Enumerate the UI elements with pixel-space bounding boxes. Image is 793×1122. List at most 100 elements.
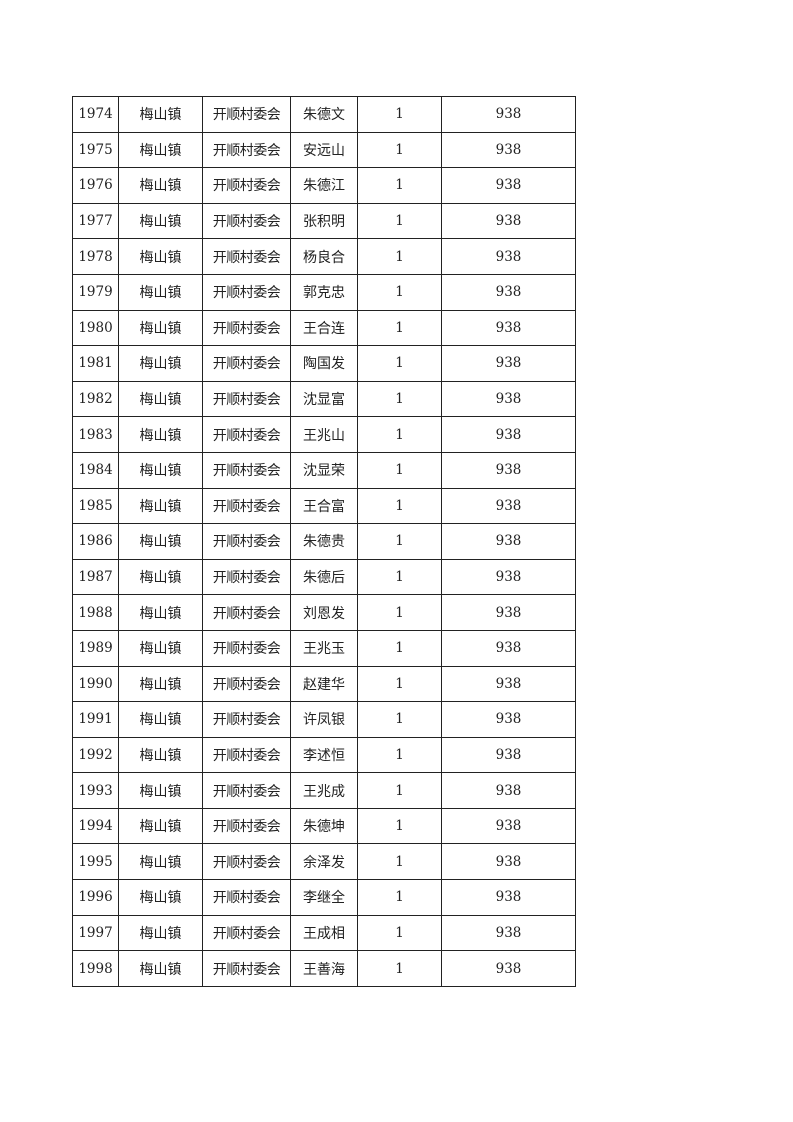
count-cell: 1 bbox=[357, 665, 442, 703]
town-cell: 梅山镇 bbox=[118, 273, 203, 311]
village-committee-cell: 开顺村委会 bbox=[202, 665, 291, 703]
table-body: 1974 梅山镇 开顺村委会 朱德文 1 938 1975 梅山镇 开顺村委会 安远山 1 938 19… bbox=[72, 96, 576, 987]
person-name-cell: 王善海 bbox=[290, 950, 358, 987]
amount-cell: 938 bbox=[441, 380, 576, 418]
town-cell: 梅山镇 bbox=[118, 772, 203, 809]
table-row: 1986 梅山镇 开顺村委会 朱德贵 1 938 bbox=[72, 523, 576, 560]
row-number-cell: 1988 bbox=[72, 594, 119, 631]
data-table: 1974 梅山镇 开顺村委会 朱德文 1 938 1975 梅山镇 开顺村委会 安远山 1 938 19… bbox=[72, 96, 576, 987]
village-committee-cell: 开顺村委会 bbox=[202, 701, 291, 738]
table-row: 1998 梅山镇 开顺村委会 王善海 1 938 bbox=[72, 950, 576, 987]
amount-cell: 938 bbox=[441, 451, 576, 489]
count-cell: 1 bbox=[357, 416, 442, 453]
count-cell: 1 bbox=[357, 345, 442, 382]
row-number-cell: 1994 bbox=[72, 807, 119, 845]
table-row: 1993 梅山镇 开顺村委会 王兆成 1 938 bbox=[72, 772, 576, 809]
person-name-cell: 王合富 bbox=[290, 487, 358, 525]
row-number-cell: 1993 bbox=[72, 772, 119, 809]
town-cell: 梅山镇 bbox=[118, 202, 203, 240]
count-cell: 1 bbox=[357, 202, 442, 240]
amount-cell: 938 bbox=[441, 523, 576, 560]
count-cell: 1 bbox=[357, 273, 442, 311]
amount-cell: 938 bbox=[441, 736, 576, 774]
person-name-cell: 刘恩发 bbox=[290, 594, 358, 631]
table-row: 1990 梅山镇 开顺村委会 赵建华 1 938 bbox=[72, 665, 576, 703]
count-cell: 1 bbox=[357, 451, 442, 489]
person-name-cell: 沈显荣 bbox=[290, 451, 358, 489]
person-name-cell: 王合连 bbox=[290, 309, 358, 347]
town-cell: 梅山镇 bbox=[118, 914, 203, 952]
row-number-cell: 1997 bbox=[72, 914, 119, 952]
village-committee-cell: 开顺村委会 bbox=[202, 416, 291, 453]
village-committee-cell: 开顺村委会 bbox=[202, 96, 291, 133]
table-row: 1976 梅山镇 开顺村委会 朱德江 1 938 bbox=[72, 167, 576, 204]
town-cell: 梅山镇 bbox=[118, 558, 203, 596]
person-name-cell: 杨良合 bbox=[290, 238, 358, 275]
town-cell: 梅山镇 bbox=[118, 843, 203, 881]
town-cell: 梅山镇 bbox=[118, 131, 203, 169]
count-cell: 1 bbox=[357, 167, 442, 204]
count-cell: 1 bbox=[357, 701, 442, 738]
count-cell: 1 bbox=[357, 879, 442, 916]
row-number-cell: 1978 bbox=[72, 238, 119, 275]
table-row: 1995 梅山镇 开顺村委会 余泽发 1 938 bbox=[72, 843, 576, 881]
town-cell: 梅山镇 bbox=[118, 665, 203, 703]
village-committee-cell: 开顺村委会 bbox=[202, 736, 291, 774]
table-row: 1991 梅山镇 开顺村委会 许凤银 1 938 bbox=[72, 701, 576, 738]
count-cell: 1 bbox=[357, 238, 442, 275]
count-cell: 1 bbox=[357, 523, 442, 560]
town-cell: 梅山镇 bbox=[118, 167, 203, 204]
table-row: 1984 梅山镇 开顺村委会 沈显荣 1 938 bbox=[72, 451, 576, 489]
count-cell: 1 bbox=[357, 772, 442, 809]
count-cell: 1 bbox=[357, 594, 442, 631]
amount-cell: 938 bbox=[441, 950, 576, 987]
village-committee-cell: 开顺村委会 bbox=[202, 238, 291, 275]
town-cell: 梅山镇 bbox=[118, 594, 203, 631]
town-cell: 梅山镇 bbox=[118, 736, 203, 774]
table-row: 1975 梅山镇 开顺村委会 安远山 1 938 bbox=[72, 131, 576, 169]
town-cell: 梅山镇 bbox=[118, 629, 203, 667]
town-cell: 梅山镇 bbox=[118, 96, 203, 133]
village-committee-cell: 开顺村委会 bbox=[202, 772, 291, 809]
amount-cell: 938 bbox=[441, 914, 576, 952]
row-number-cell: 1986 bbox=[72, 523, 119, 560]
amount-cell: 938 bbox=[441, 416, 576, 453]
person-name-cell: 余泽发 bbox=[290, 843, 358, 881]
person-name-cell: 张积明 bbox=[290, 202, 358, 240]
row-number-cell: 1992 bbox=[72, 736, 119, 774]
amount-cell: 938 bbox=[441, 772, 576, 809]
person-name-cell: 李继全 bbox=[290, 879, 358, 916]
amount-cell: 938 bbox=[441, 309, 576, 347]
row-number-cell: 1998 bbox=[72, 950, 119, 987]
person-name-cell: 朱德贵 bbox=[290, 523, 358, 560]
town-cell: 梅山镇 bbox=[118, 345, 203, 382]
count-cell: 1 bbox=[357, 380, 442, 418]
amount-cell: 938 bbox=[441, 843, 576, 881]
village-committee-cell: 开顺村委会 bbox=[202, 487, 291, 525]
amount-cell: 938 bbox=[441, 238, 576, 275]
village-committee-cell: 开顺村委会 bbox=[202, 451, 291, 489]
amount-cell: 938 bbox=[441, 202, 576, 240]
person-name-cell: 沈显富 bbox=[290, 380, 358, 418]
row-number-cell: 1987 bbox=[72, 558, 119, 596]
person-name-cell: 王兆山 bbox=[290, 416, 358, 453]
town-cell: 梅山镇 bbox=[118, 523, 203, 560]
count-cell: 1 bbox=[357, 950, 442, 987]
person-name-cell: 郭克忠 bbox=[290, 273, 358, 311]
count-cell: 1 bbox=[357, 558, 442, 596]
table-row: 1979 梅山镇 开顺村委会 郭克忠 1 938 bbox=[72, 273, 576, 311]
person-name-cell: 朱德后 bbox=[290, 558, 358, 596]
village-committee-cell: 开顺村委会 bbox=[202, 914, 291, 952]
town-cell: 梅山镇 bbox=[118, 879, 203, 916]
amount-cell: 938 bbox=[441, 345, 576, 382]
amount-cell: 938 bbox=[441, 558, 576, 596]
village-committee-cell: 开顺村委会 bbox=[202, 131, 291, 169]
row-number-cell: 1985 bbox=[72, 487, 119, 525]
village-committee-cell: 开顺村委会 bbox=[202, 202, 291, 240]
amount-cell: 938 bbox=[441, 879, 576, 916]
table-row: 1992 梅山镇 开顺村委会 李述恒 1 938 bbox=[72, 736, 576, 774]
count-cell: 1 bbox=[357, 914, 442, 952]
village-committee-cell: 开顺村委会 bbox=[202, 950, 291, 987]
person-name-cell: 王成相 bbox=[290, 914, 358, 952]
row-number-cell: 1990 bbox=[72, 665, 119, 703]
